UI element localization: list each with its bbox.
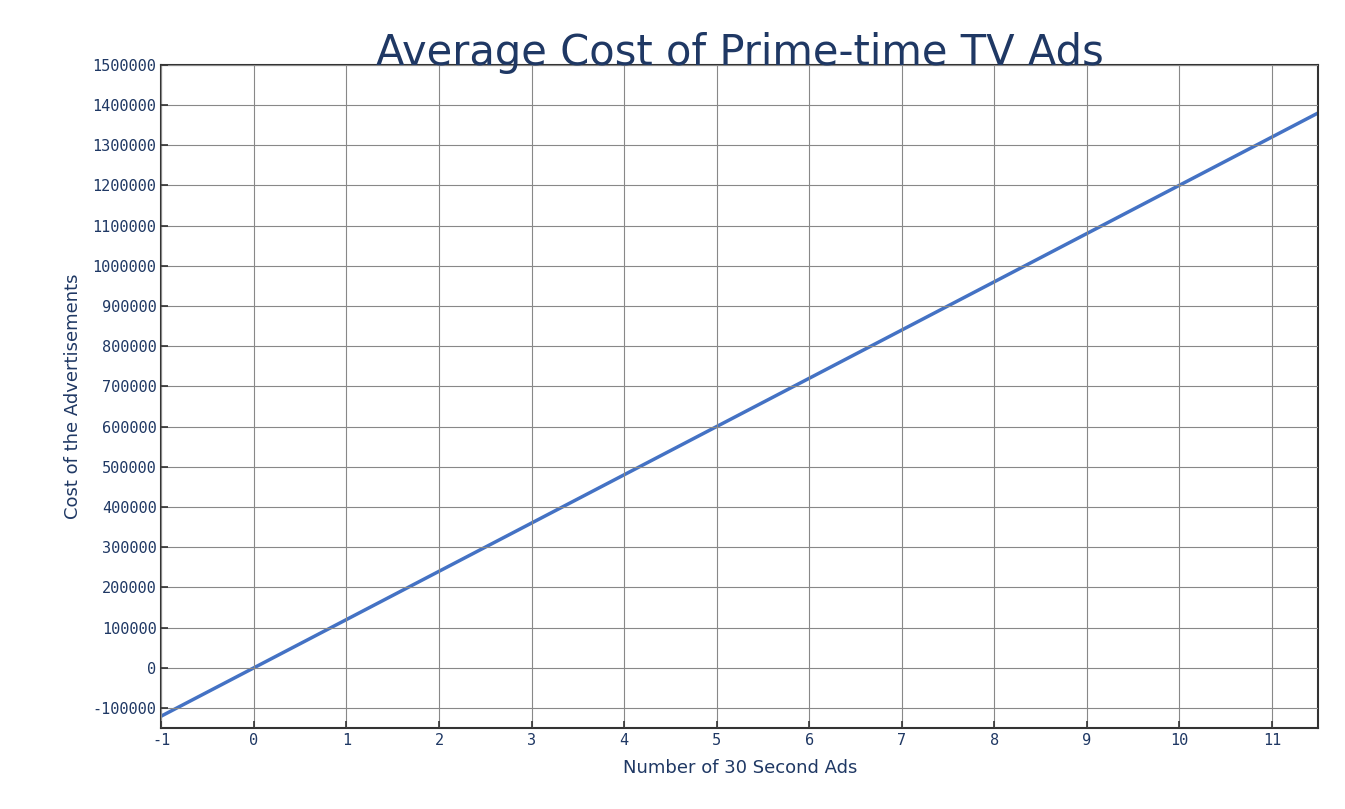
- X-axis label: Number of 30 Second Ads: Number of 30 Second Ads: [623, 759, 857, 777]
- Title: Average Cost of Prime-time TV Ads: Average Cost of Prime-time TV Ads: [375, 32, 1104, 74]
- Y-axis label: Cost of the Advertisements: Cost of the Advertisements: [63, 273, 82, 519]
